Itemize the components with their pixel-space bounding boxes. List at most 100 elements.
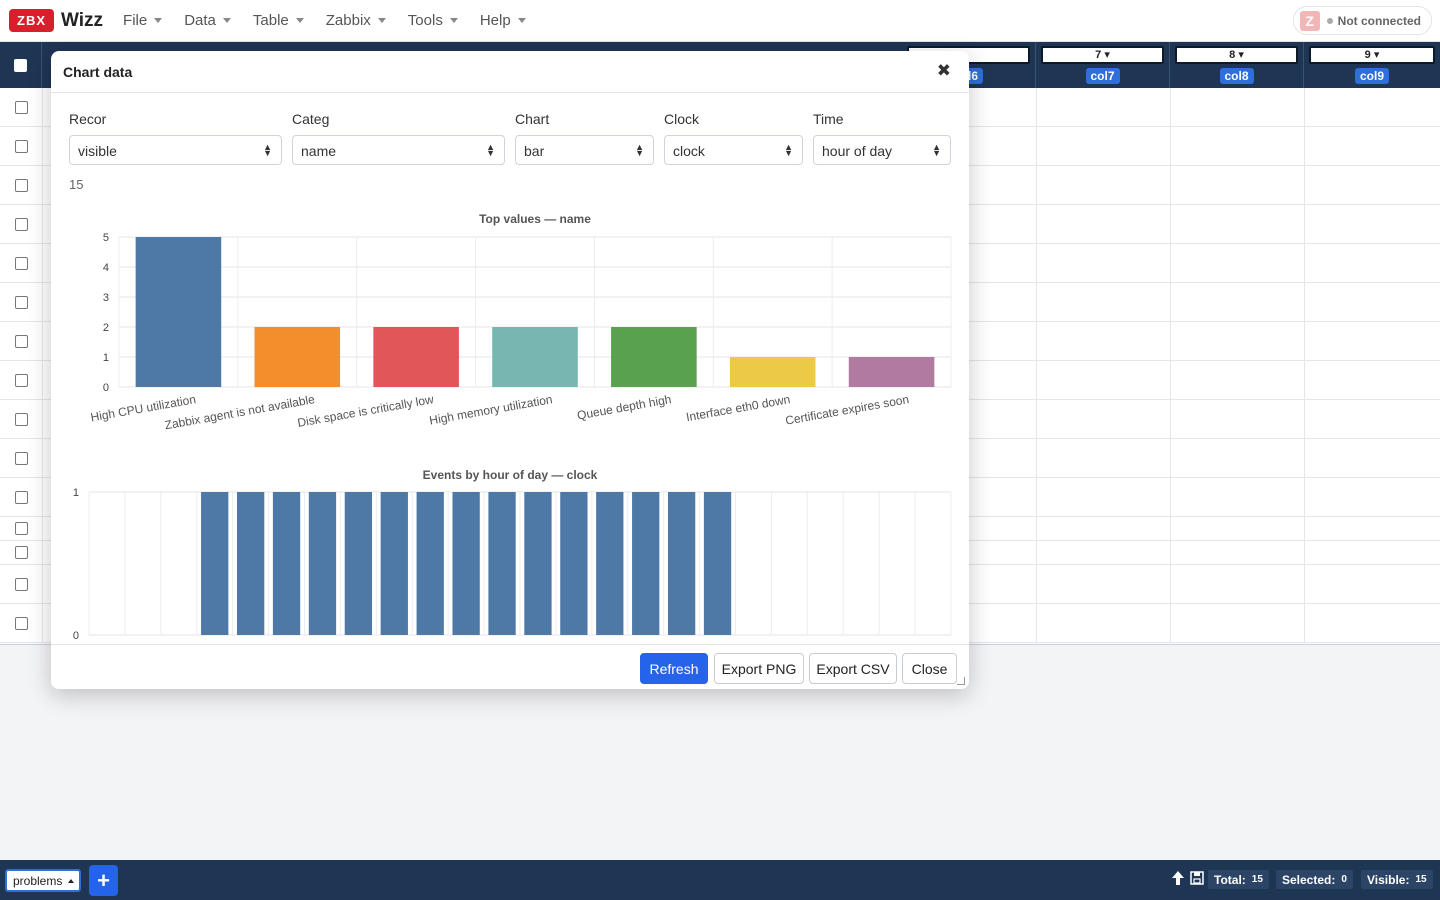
sheet-select[interactable]: problems (5, 869, 81, 892)
y-tick-label: 3 (103, 292, 109, 304)
bar (848, 357, 935, 387)
selected-value: 0 (1341, 874, 1347, 885)
chevron-down-icon (222, 18, 231, 23)
record-count: 15 (69, 177, 84, 192)
row-checkbox[interactable] (15, 413, 28, 426)
select-arrows-icon: ▲ ▼ (263, 142, 272, 158)
menu-data[interactable]: Data (184, 12, 231, 29)
clock-select[interactable]: clock ▲ ▼ (664, 135, 803, 165)
x-tick-label: Queue depth high (576, 392, 672, 422)
row-checkbox[interactable] (15, 578, 28, 591)
add-sheet-button[interactable]: + (89, 865, 118, 896)
row-checkbox[interactable] (15, 335, 28, 348)
bar (416, 492, 444, 635)
row-checkbox[interactable] (15, 296, 28, 309)
row-checkbox[interactable] (15, 491, 28, 504)
visible-label: Visible: (1367, 872, 1410, 887)
menu-zabbix-label: Zabbix (325, 12, 371, 29)
y-tick-label: 4 (103, 262, 109, 274)
total-count: Total: 15 (1208, 870, 1269, 889)
chart-data-dialog: Chart data ✖ Recor visible ▲ ▼ Categ name ▲… (51, 51, 969, 689)
column-header-9[interactable]: 9 ▾ col9 (1304, 42, 1440, 88)
chevron-down-icon (377, 18, 386, 23)
bar (560, 492, 588, 635)
arrow-up-icon[interactable] (1171, 870, 1185, 886)
visible-value: 15 (1415, 874, 1427, 885)
resize-handle[interactable] (957, 677, 965, 685)
bar (201, 492, 229, 635)
total-label: Total: (1214, 872, 1246, 887)
connection-status[interactable]: Z Not connected (1292, 6, 1432, 35)
column-divider (1170, 88, 1171, 645)
column-filter[interactable]: 9 ▾ (1309, 46, 1435, 64)
chart-type-select-value: bar (524, 143, 545, 159)
category-select[interactable]: name ▲ ▼ (292, 135, 505, 165)
chevron-down-icon (154, 18, 163, 23)
row-checkbox[interactable] (15, 546, 28, 559)
records-select-value: visible (78, 143, 117, 159)
row-checkbox[interactable] (15, 218, 28, 231)
zabbix-icon: Z (1299, 10, 1320, 31)
row-checkbox[interactable] (15, 522, 28, 535)
column-divider (1304, 88, 1305, 645)
column-filter[interactable]: 8 ▾ (1175, 46, 1298, 64)
menu-file-label: File (123, 12, 148, 29)
dialog-footer: Refresh Export PNG Export CSV Close (51, 644, 969, 689)
chart-type-select[interactable]: bar ▲ ▼ (515, 135, 654, 165)
row-checkbox[interactable] (15, 101, 28, 114)
menu-zabbix[interactable]: Zabbix (326, 12, 386, 29)
dialog-header: Chart data ✖ (51, 51, 969, 93)
bar (308, 492, 337, 635)
clock-label: Clock (664, 111, 700, 127)
row-checkbox[interactable] (15, 374, 28, 387)
menu-tools[interactable]: Tools (408, 12, 458, 29)
close-icon[interactable]: ✖ (936, 61, 951, 80)
column-name: col7 (1085, 68, 1120, 84)
bar (272, 492, 301, 635)
menu-file[interactable]: File (123, 12, 163, 29)
row-checkbox[interactable] (15, 452, 28, 465)
checkbox-icon (14, 58, 27, 72)
refresh-button[interactable]: Refresh (640, 653, 708, 684)
row-checkbox[interactable] (15, 257, 28, 270)
column-header-7[interactable]: 7 ▾ col7 (1036, 42, 1170, 88)
time-select[interactable]: hour of day ▲ ▼ (813, 135, 951, 165)
column-name: col9 (1354, 68, 1390, 84)
save-icon[interactable] (1190, 871, 1204, 885)
bar (524, 492, 552, 635)
menu-table[interactable]: Table (253, 12, 304, 29)
bar (492, 327, 578, 387)
x-tick-label: Certificate expires soon (784, 392, 910, 428)
row-checkbox[interactable] (15, 617, 28, 630)
x-tick-label: Disk space is critically low (296, 392, 435, 430)
row-checkbox[interactable] (15, 140, 28, 153)
close-button[interactable]: Close (902, 653, 957, 684)
total-value: 15 (1251, 874, 1263, 885)
y-tick-label: 5 (103, 232, 109, 244)
selected-label: Selected: (1282, 872, 1336, 887)
chevron-down-icon (295, 18, 304, 23)
status-dot-icon (1326, 17, 1333, 24)
menu-tools-label: Tools (407, 12, 443, 29)
dialog-title: Chart data (63, 64, 133, 80)
column-filter[interactable]: 7 ▾ (1041, 46, 1164, 64)
select-all-checkbox[interactable] (0, 42, 42, 88)
records-select[interactable]: visible ▲ ▼ (69, 135, 282, 165)
bar (703, 492, 732, 635)
column-divider (1036, 88, 1037, 645)
bar (373, 327, 459, 387)
bar (344, 492, 373, 635)
bar (236, 492, 265, 635)
column-name: col8 (1219, 68, 1254, 84)
export-png-button[interactable]: Export PNG (714, 653, 804, 684)
column-header-8[interactable]: 8 ▾ col8 (1170, 42, 1304, 88)
bar (488, 492, 516, 635)
row-checkbox[interactable] (15, 179, 28, 192)
menu-data-label: Data (184, 12, 216, 29)
export-csv-button[interactable]: Export CSV (809, 653, 897, 684)
column-divider (42, 88, 43, 645)
menu-help[interactable]: Help (480, 12, 526, 29)
events-by-hour-chart: Events by hour of day — clock 0 1 (73, 468, 952, 642)
x-tick-label: High memory utilization (428, 392, 553, 427)
